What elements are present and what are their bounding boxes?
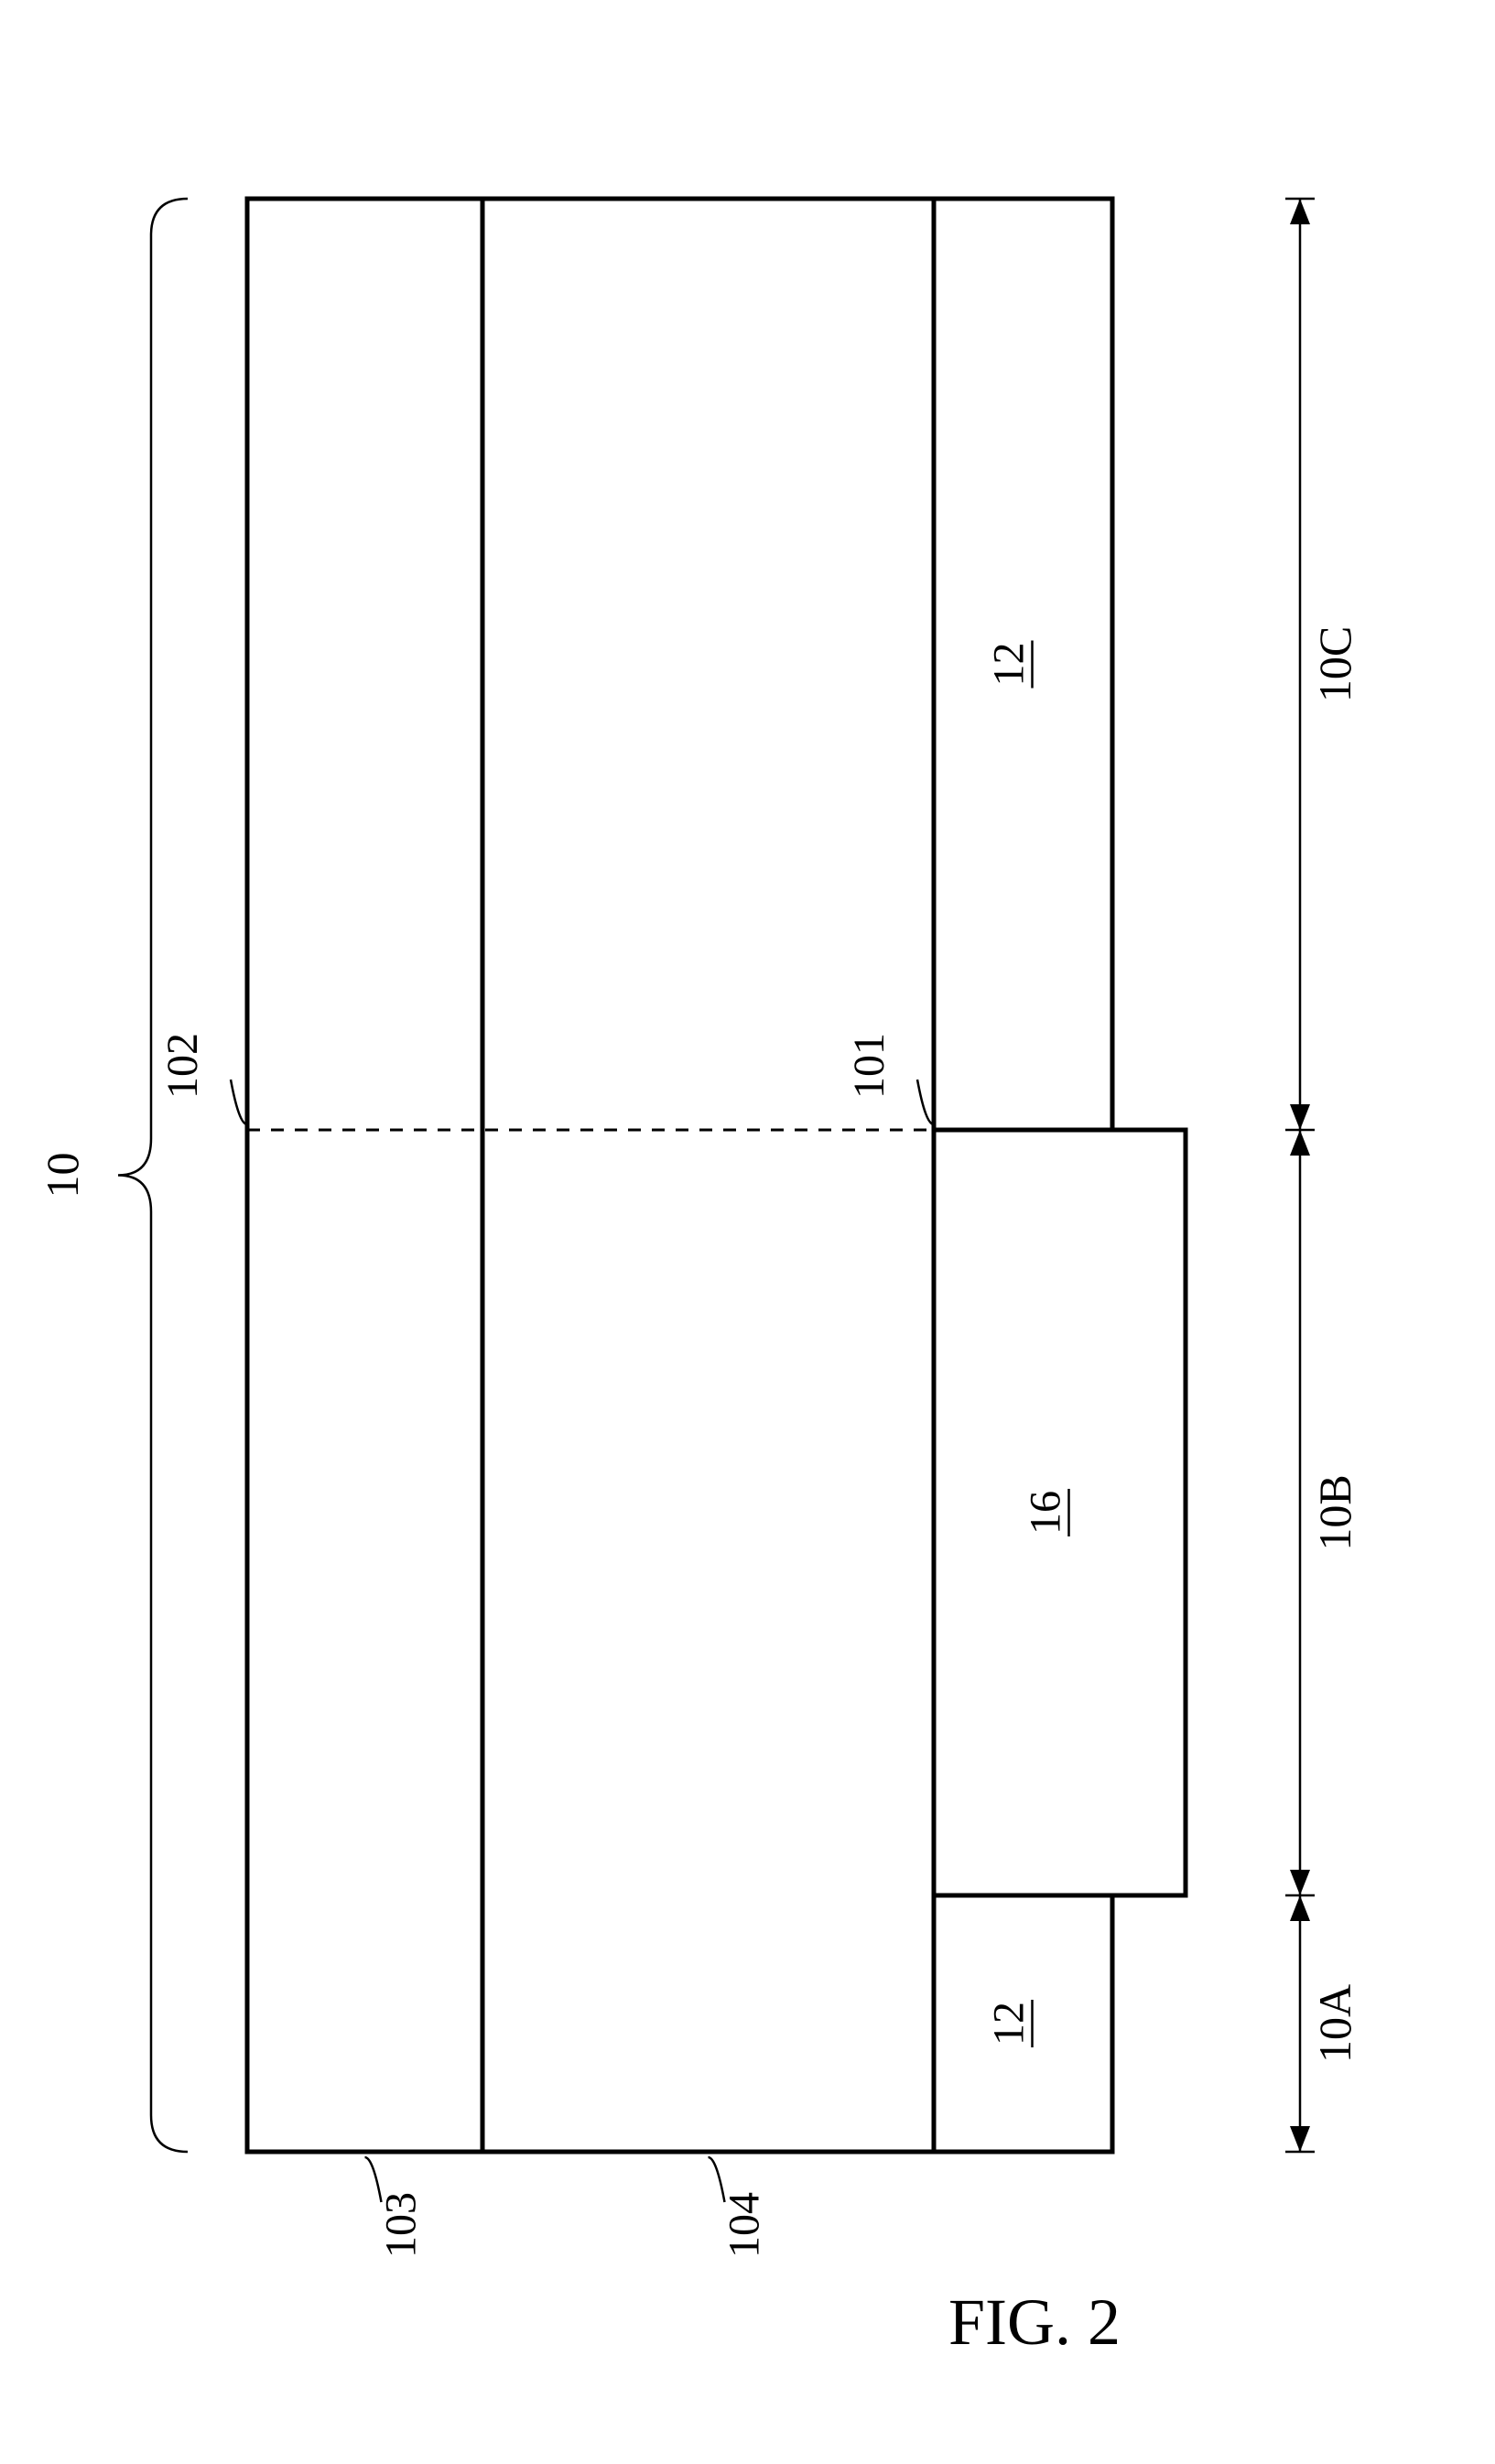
figure-caption: FIG. 2 (948, 2285, 1121, 2359)
brace-10 (118, 199, 188, 2152)
region-label-10C: 10C (1309, 626, 1360, 702)
figure-svg: 10C 10B 10A 12 16 12 101 102 104 103 10 FIG. 2 (0, 0, 1495, 2464)
outline (247, 199, 1186, 2152)
brace-label-10: 10 (37, 1153, 88, 1199)
callout-101: 101 (845, 1033, 894, 1099)
block-label-16-1: 16 (1022, 1491, 1070, 1535)
region-label-10A: 10A (1309, 1984, 1360, 2063)
block-label-12-0: 12 (985, 643, 1034, 687)
block-label-12-2: 12 (985, 2002, 1034, 2046)
callout-104: 104 (720, 2192, 769, 2258)
callout-103: 103 (377, 2192, 426, 2258)
callout-102: 102 (158, 1033, 207, 1099)
region-label-10B: 10B (1309, 1474, 1360, 1550)
